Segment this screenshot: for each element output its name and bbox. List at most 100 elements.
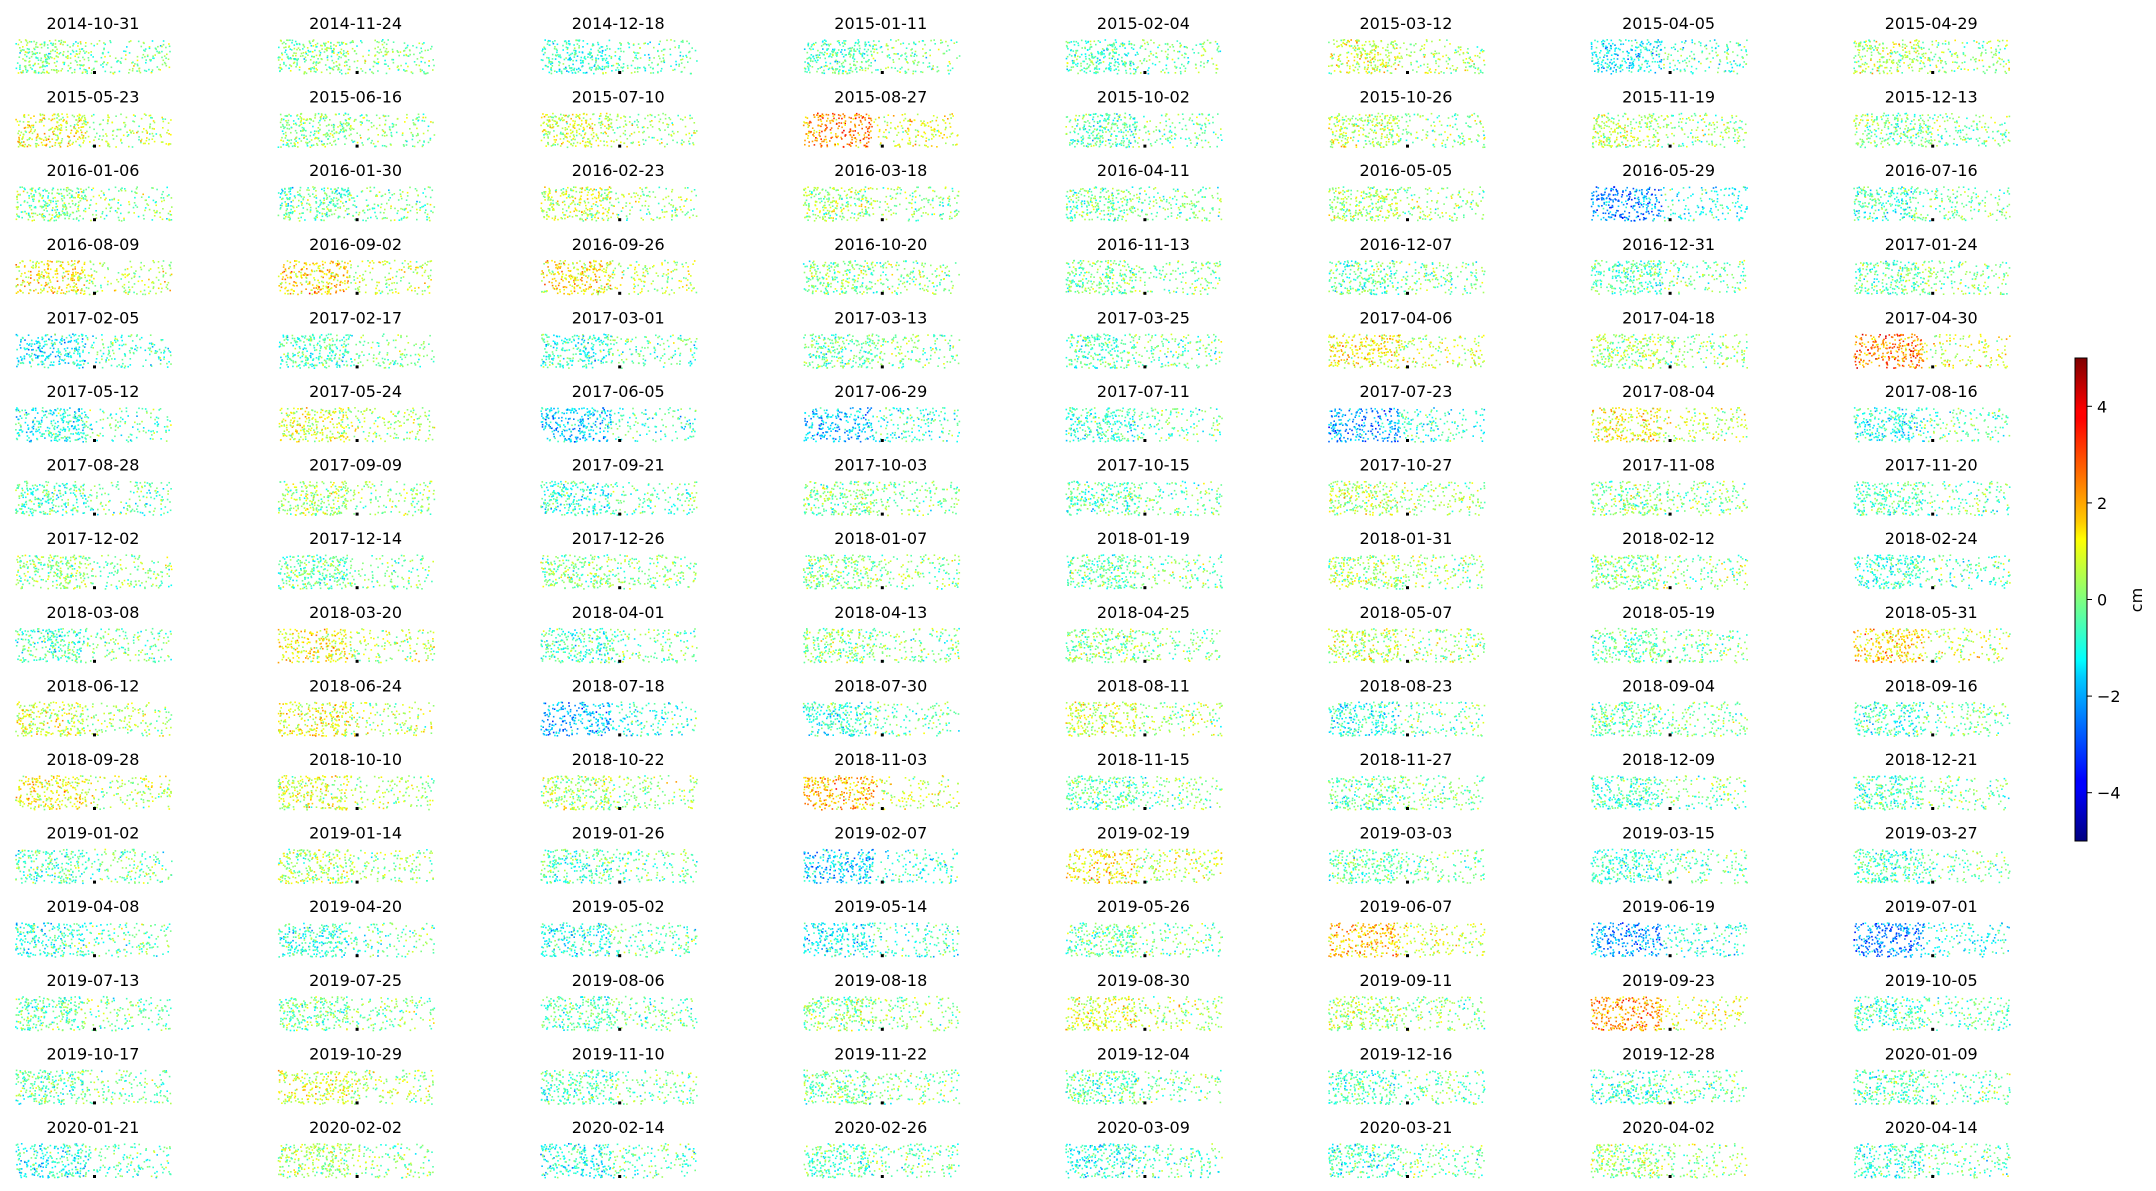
- subplot-title: 2015-03-12: [1360, 14, 1453, 33]
- scatter-point: [20, 41, 22, 43]
- scatter-point: [1473, 66, 1475, 68]
- scatter-point: [1745, 49, 1747, 51]
- scatter-point: [289, 45, 291, 47]
- scatter-point: [1391, 41, 1393, 43]
- scatter-point: [1915, 48, 1917, 50]
- scatter-point: [168, 43, 170, 45]
- scatter-point: [320, 52, 322, 54]
- scatter-point: [859, 50, 861, 52]
- scatter-point: [1706, 45, 1708, 47]
- scatter-point: [1073, 50, 1075, 52]
- scatter-point: [653, 47, 655, 49]
- scatter-point: [824, 66, 826, 68]
- scatter-point: [22, 58, 24, 60]
- scatter-point: [86, 70, 88, 72]
- scatter-point: [1597, 62, 1599, 64]
- scatter-point: [365, 60, 367, 62]
- scatter-point: [279, 64, 281, 66]
- scatter-point: [1635, 39, 1637, 41]
- scatter-point: [893, 61, 895, 63]
- scatter-point: [34, 70, 36, 72]
- scatter-point: [1369, 57, 1371, 59]
- scatter-point: [1115, 52, 1117, 54]
- scatter-point: [1620, 44, 1622, 46]
- scatter-point: [1357, 56, 1359, 58]
- scatter-point: [1401, 56, 1403, 58]
- scatter-point: [1367, 72, 1369, 74]
- scatter-point: [1872, 73, 1874, 75]
- scatter-point: [357, 60, 359, 62]
- scatter-point: [1636, 42, 1638, 44]
- scatter-point: [565, 40, 567, 42]
- scatter-point: [63, 51, 65, 53]
- scatter-point: [867, 60, 869, 62]
- scatter-point: [1453, 69, 1455, 71]
- scatter-point: [858, 39, 860, 41]
- scatter-point: [348, 53, 350, 55]
- scatter-point: [1644, 49, 1646, 51]
- scatter-point: [422, 57, 424, 59]
- scatter-point: [19, 39, 21, 41]
- scatter-point: [900, 55, 902, 57]
- scatter-point: [934, 43, 936, 45]
- scatter-point: [1854, 61, 1856, 63]
- scatter-point: [867, 55, 869, 57]
- scatter-point: [285, 43, 287, 45]
- scatter-point: [1185, 68, 1187, 70]
- scatter-point: [1942, 67, 1944, 69]
- scatter-point: [1097, 51, 1099, 53]
- scatter-point: [882, 51, 884, 53]
- scatter-point: [1641, 67, 1643, 69]
- scatter-point: [1606, 39, 1608, 41]
- scatter-point: [343, 42, 345, 44]
- scatter-point: [1165, 43, 1167, 45]
- scatter-point: [830, 63, 832, 65]
- scatter-point: [590, 52, 592, 54]
- scatter-point: [1686, 65, 1688, 67]
- scatter-point: [650, 72, 652, 74]
- scatter-point: [1217, 49, 1219, 51]
- scatter-point: [1349, 68, 1351, 70]
- scatter-point: [1071, 41, 1073, 43]
- scatter-point: [297, 58, 299, 60]
- scatter-point: [555, 54, 557, 56]
- scatter-point: [397, 65, 399, 67]
- scatter-point: [281, 59, 283, 61]
- scatter-point: [2008, 69, 2010, 71]
- scatter-point: [1659, 61, 1661, 63]
- scatter-point: [1450, 72, 1452, 74]
- scatter-point: [826, 44, 828, 46]
- scatter-point: [1424, 44, 1426, 46]
- scatter-point: [1692, 72, 1694, 74]
- scatter-point: [1115, 42, 1117, 44]
- scatter-point: [299, 67, 301, 69]
- scatter-point: [341, 69, 343, 71]
- scatter-point: [75, 60, 77, 62]
- scatter-point: [1647, 50, 1649, 52]
- scatter-point: [1896, 62, 1898, 64]
- scatter-point: [812, 56, 814, 58]
- scatter-point: [1934, 56, 1936, 58]
- scatter-point: [1092, 57, 1094, 59]
- scatter-point: [1698, 61, 1700, 63]
- scatter-point: [1117, 62, 1119, 64]
- scatter-point: [86, 51, 88, 53]
- scatter-point: [828, 69, 830, 71]
- scatter-point: [169, 67, 171, 69]
- subplot: 2015-04-29: [1853, 14, 2010, 74]
- scatter-point: [1977, 68, 1979, 70]
- scatter-point: [346, 65, 348, 67]
- scatter-point: [663, 60, 665, 62]
- scatter-point: [1611, 73, 1613, 75]
- scatter-point: [1079, 56, 1081, 58]
- scatter-point: [1730, 41, 1732, 43]
- scatter-point: [611, 70, 613, 72]
- scatter-point: [1615, 69, 1617, 71]
- scatter-point: [26, 44, 28, 46]
- scatter-point: [163, 60, 165, 62]
- scatter-point: [571, 67, 573, 69]
- scatter-point: [918, 61, 920, 63]
- scatter-point: [551, 73, 553, 75]
- scatter-point: [566, 47, 568, 49]
- scatter-point: [1090, 44, 1092, 46]
